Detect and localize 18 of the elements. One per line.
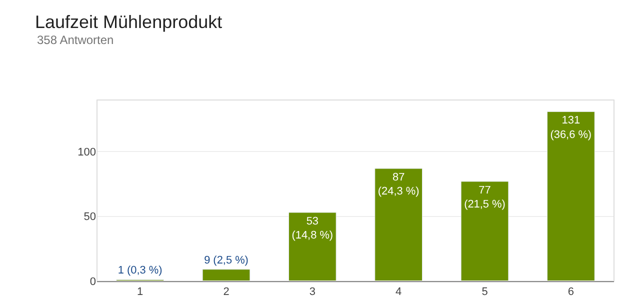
x-tick-label: 6 (568, 286, 574, 298)
x-tick-label: 5 (482, 286, 488, 298)
x-tick-label: 3 (309, 286, 316, 298)
data-label: 87 (24,3 %) (378, 171, 420, 198)
y-tick-label: 50 (84, 211, 96, 224)
bar (202, 269, 250, 281)
data-label: 1 (0,3 %) (118, 264, 162, 277)
data-label: 131 (36,6 %) (550, 114, 592, 141)
chart-title: Laufzeit Mühlenprodukt (35, 12, 222, 32)
data-label: 53 (14,8 %) (292, 215, 334, 242)
x-tick-label: 1 (137, 286, 144, 298)
x-tick-label: 2 (223, 286, 230, 298)
data-label: 77 (21,5 %) (464, 184, 506, 211)
y-tick-label: 0 (90, 276, 96, 288)
chart-subtitle: 358 Antworten (37, 33, 114, 47)
x-tick-label: 4 (396, 286, 402, 298)
data-label: 9 (2,5 %) (204, 254, 248, 266)
y-tick-label: 100 (78, 146, 96, 159)
